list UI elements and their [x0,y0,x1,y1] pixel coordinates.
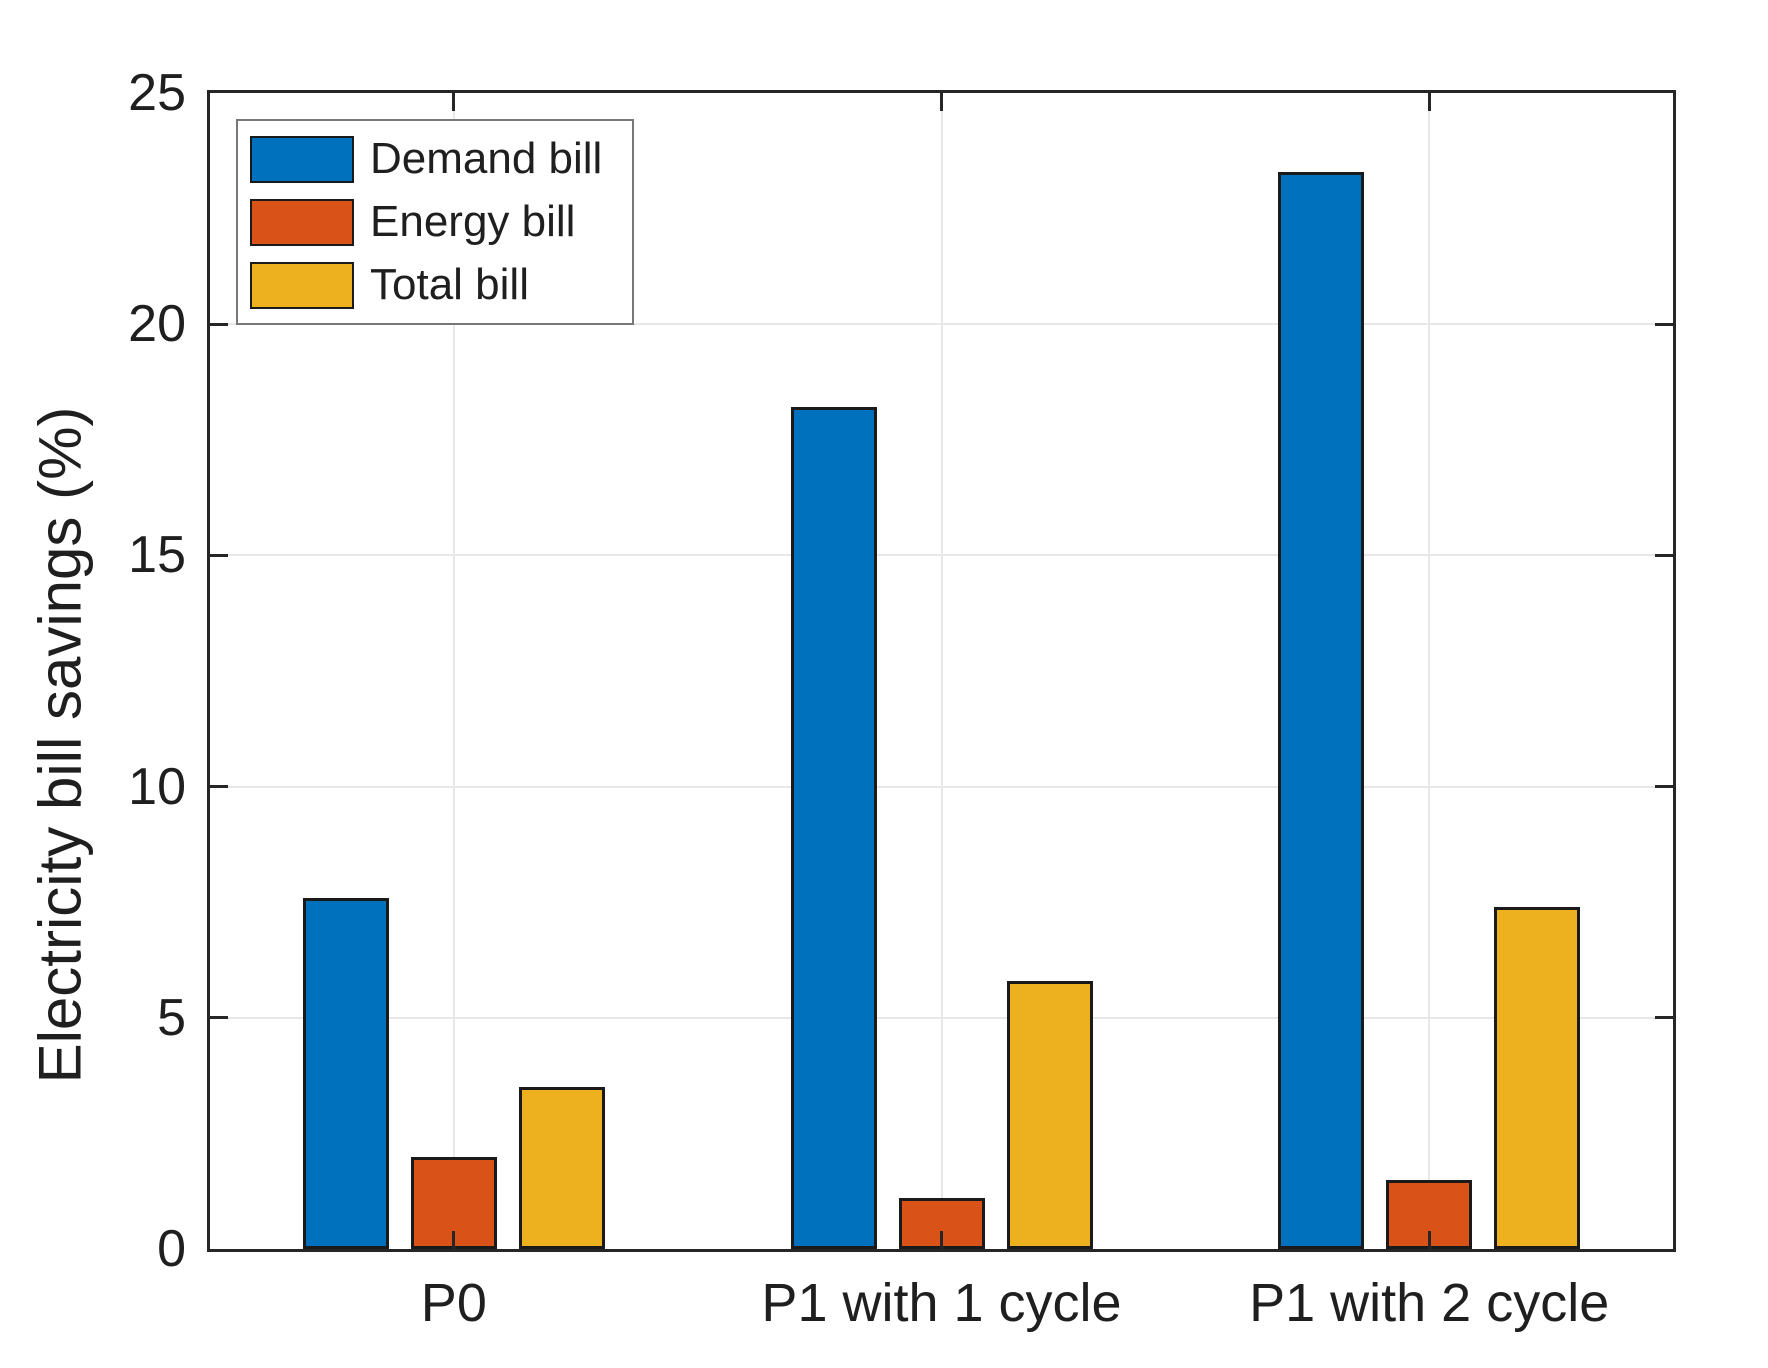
legend-swatch-demand-bill [250,135,354,183]
v-gridline-p1-with-2-cycle [1428,93,1431,1249]
left-tick-10 [210,785,228,789]
legend-swatch-energy-bill [250,198,354,246]
bottom-tick-p0 [452,1231,456,1249]
x-tick-label-p0: P0 [420,1273,487,1333]
right-tick-15 [1655,553,1673,557]
y-tick-label-15: 15 [128,526,186,585]
y-axis-label: Electricity bill savings (%) [26,406,94,1084]
bottom-tick-p1-with-2-cycle [1427,1231,1431,1249]
legend-item-demand-bill: Demand bill [250,134,602,184]
y-tick-label-25: 25 [128,64,186,122]
top-tick-p1-with-1-cycle [940,93,943,111]
left-tick-15 [210,553,228,557]
bar-demand-bill-p1-with-2-cycle [1278,172,1365,1249]
left-tick-5 [210,1016,228,1020]
legend-swatch-total-bill [250,261,354,309]
legend-item-energy-bill: Energy bill [250,197,602,247]
top-tick-p1-with-2-cycle [1427,93,1431,111]
y-tick-label-20: 20 [128,295,186,354]
left-tick-20 [210,322,228,326]
right-tick-5 [1655,1016,1673,1020]
legend-label-total-bill: Total bill [370,260,529,309]
right-tick-10 [1655,785,1673,789]
bar-total-bill-p1-with-1-cycle [1006,981,1093,1249]
top-tick-p0 [452,93,456,111]
bar-demand-bill-p0 [302,898,389,1249]
legend-item-total-bill: Total bill [250,260,602,310]
bar-total-bill-p1-with-2-cycle [1494,907,1581,1249]
legend-label-energy-bill: Energy bill [370,197,576,246]
legend: Demand bill Energy bill Total bill [236,119,635,325]
bottom-tick-p1-with-1-cycle [940,1231,943,1249]
v-gridline-p0 [452,93,455,1249]
y-tick-label-5: 5 [157,988,186,1047]
y-tick-label-0: 0 [157,1220,186,1278]
bar-demand-bill-p1-with-1-cycle [790,407,877,1249]
x-tick-label-p1-with-2-cycle: P1 with 2 cycle [1249,1273,1610,1333]
x-tick-label-p1-with-1-cycle: P1 with 1 cycle [761,1273,1122,1333]
v-gridline-p1-with-1-cycle [940,93,943,1249]
bar-total-bill-p0 [518,1087,605,1249]
y-tick-label-10: 10 [128,757,186,816]
plot-area: Demand bill Energy bill Total bill [207,90,1676,1252]
legend-label-demand-bill: Demand bill [370,134,603,183]
right-tick-20 [1655,322,1673,326]
